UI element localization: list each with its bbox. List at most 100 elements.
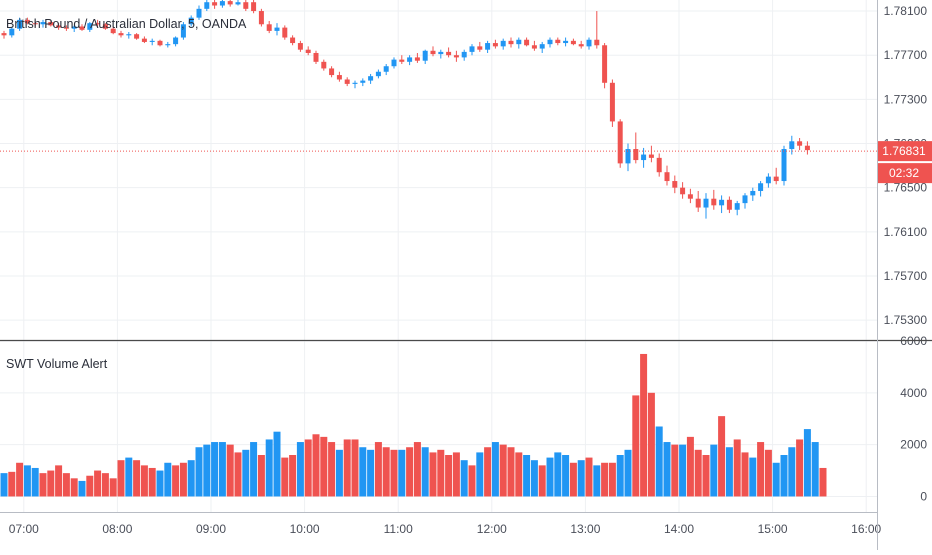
- candle[interactable]: [251, 0, 257, 14]
- candle[interactable]: [539, 41, 545, 53]
- volume-bar[interactable]: [437, 449, 445, 497]
- candle[interactable]: [258, 8, 264, 27]
- candle[interactable]: [149, 38, 155, 46]
- candle[interactable]: [102, 23, 108, 30]
- candle[interactable]: [563, 37, 569, 47]
- volume-bar[interactable]: [608, 462, 616, 497]
- volume-bar[interactable]: [281, 457, 289, 497]
- candle[interactable]: [547, 37, 553, 48]
- volume-bar[interactable]: [47, 470, 55, 497]
- candle[interactable]: [469, 44, 475, 56]
- candle[interactable]: [1, 30, 7, 39]
- candle[interactable]: [48, 20, 54, 27]
- candle[interactable]: [71, 25, 77, 33]
- volume-bar[interactable]: [663, 442, 671, 497]
- volume-bar[interactable]: [507, 447, 515, 497]
- candle[interactable]: [586, 37, 592, 50]
- candle[interactable]: [797, 137, 803, 151]
- volume-bar[interactable]: [460, 460, 468, 497]
- volume-bar[interactable]: [764, 449, 772, 497]
- volume-bar[interactable]: [296, 442, 304, 497]
- volume-bar[interactable]: [31, 467, 39, 497]
- volume-bar[interactable]: [515, 452, 523, 497]
- candle[interactable]: [196, 5, 202, 20]
- candle[interactable]: [24, 17, 30, 25]
- candle[interactable]: [134, 33, 140, 40]
- candle[interactable]: [570, 38, 576, 46]
- volume-bar[interactable]: [523, 455, 531, 497]
- volume-bar[interactable]: [195, 447, 203, 497]
- volume-bar[interactable]: [413, 442, 421, 497]
- volume-bar[interactable]: [554, 452, 562, 497]
- candle[interactable]: [180, 22, 186, 40]
- candle[interactable]: [414, 52, 420, 63]
- candle[interactable]: [594, 11, 600, 49]
- candle[interactable]: [804, 141, 810, 155]
- volume-bar[interactable]: [203, 444, 211, 497]
- candle[interactable]: [711, 189, 717, 210]
- candle[interactable]: [695, 190, 701, 212]
- volume-bar[interactable]: [577, 460, 585, 497]
- candle[interactable]: [352, 80, 358, 89]
- candles-layer[interactable]: [1, 0, 810, 219]
- volume-bar[interactable]: [569, 462, 577, 497]
- volume-bar[interactable]: [452, 452, 460, 497]
- candle[interactable]: [516, 37, 522, 49]
- volume-bar[interactable]: [538, 465, 546, 497]
- volume-bar[interactable]: [250, 442, 258, 497]
- candle[interactable]: [9, 27, 15, 38]
- candle[interactable]: [742, 193, 748, 209]
- volume-bar[interactable]: [445, 455, 453, 497]
- candle[interactable]: [40, 19, 46, 28]
- candle[interactable]: [204, 0, 210, 12]
- candle[interactable]: [726, 196, 732, 214]
- candle[interactable]: [407, 55, 413, 66]
- candle[interactable]: [56, 23, 62, 30]
- candle[interactable]: [87, 22, 93, 33]
- volume-bar[interactable]: [312, 434, 320, 497]
- candle[interactable]: [297, 40, 303, 52]
- candle[interactable]: [290, 35, 296, 46]
- candle[interactable]: [79, 24, 85, 31]
- candle[interactable]: [422, 49, 428, 65]
- volume-bar[interactable]: [101, 473, 109, 497]
- candle[interactable]: [648, 145, 654, 163]
- volume-bar[interactable]: [335, 449, 343, 497]
- candle[interactable]: [500, 38, 506, 50]
- volume-bar[interactable]: [476, 452, 484, 497]
- volume-bar[interactable]: [133, 460, 141, 497]
- candle[interactable]: [625, 143, 631, 172]
- candle[interactable]: [165, 41, 171, 48]
- volume-bar[interactable]: [140, 465, 148, 497]
- candle[interactable]: [141, 36, 147, 44]
- candle[interactable]: [274, 23, 280, 36]
- candle[interactable]: [781, 145, 787, 186]
- candle[interactable]: [126, 32, 132, 39]
- volume-bar[interactable]: [179, 462, 187, 497]
- candle[interactable]: [492, 39, 498, 49]
- volume-bar[interactable]: [429, 452, 437, 497]
- candle[interactable]: [633, 132, 639, 164]
- candle[interactable]: [32, 20, 38, 27]
- candle[interactable]: [531, 40, 537, 51]
- volume-bar[interactable]: [718, 416, 726, 497]
- candle[interactable]: [375, 69, 381, 79]
- candle[interactable]: [368, 73, 374, 84]
- candle[interactable]: [758, 181, 764, 197]
- candle[interactable]: [773, 167, 779, 185]
- candle[interactable]: [95, 19, 101, 27]
- volume-bar[interactable]: [226, 444, 234, 497]
- volume-bar[interactable]: [117, 460, 125, 497]
- volume-bar[interactable]: [320, 436, 328, 497]
- volume-bar[interactable]: [70, 478, 78, 497]
- volume-bar[interactable]: [468, 465, 476, 497]
- candle[interactable]: [157, 39, 163, 47]
- volume-bar[interactable]: [242, 449, 250, 497]
- volume-bar[interactable]: [671, 444, 679, 497]
- candle[interactable]: [477, 41, 483, 52]
- volume-bar[interactable]: [62, 473, 70, 497]
- volume-bar[interactable]: [8, 471, 16, 497]
- volume-bar[interactable]: [585, 457, 593, 497]
- volume-bar[interactable]: [530, 460, 538, 497]
